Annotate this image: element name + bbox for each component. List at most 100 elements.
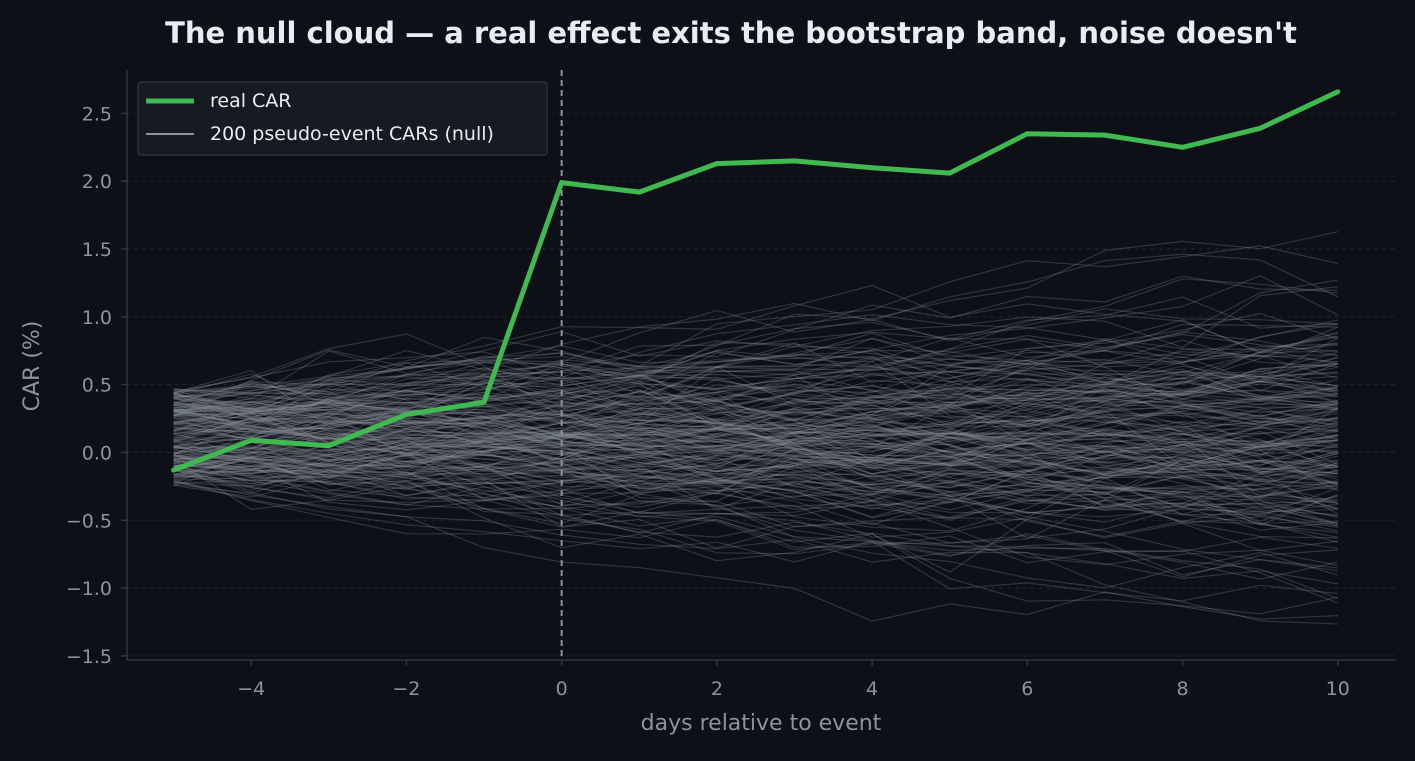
null-cad-line-89: [173, 410, 1338, 472]
null-cad-line-60: [173, 279, 1338, 399]
null-cad-line-135: [173, 319, 1338, 424]
null-cad-line-31: [173, 446, 1338, 527]
null-cad-line-121: [173, 323, 1338, 412]
null-cad-line-114: [173, 415, 1338, 467]
null-cad-line-61: [173, 428, 1338, 477]
null-cad-line-3: [173, 399, 1338, 478]
null-cad-line-129: [173, 413, 1338, 517]
null-cad-line-192: [173, 397, 1338, 473]
legend-label-null: 200 pseudo-event CARs (null): [210, 123, 494, 145]
null-cad-line-172: [173, 410, 1338, 479]
null-cad-line-18: [173, 402, 1338, 463]
null-cad-line-13: [173, 445, 1338, 539]
null-cad-line-175: [173, 438, 1338, 479]
null-cad-line-14: [173, 336, 1339, 420]
null-cad-line-54: [173, 286, 1338, 428]
null-cad-line-53: [173, 387, 1338, 460]
null-cad-line-164: [173, 358, 1338, 435]
null-cad-line-162: [173, 375, 1338, 449]
null-cad-line-146: [173, 337, 1338, 438]
null-cad-line-83: [173, 452, 1338, 578]
null-cad-line-22: [173, 451, 1339, 604]
null-cad-line-34: [173, 413, 1338, 534]
null-cad-line-99: [173, 450, 1338, 544]
x-tick-label-6: 8: [1177, 678, 1189, 700]
null-cad-line-91: [173, 351, 1338, 412]
y-tick-label-7: 2.0: [82, 171, 112, 193]
null-cad-line-86: [173, 405, 1338, 515]
null-cad-line-126: [173, 419, 1338, 480]
null-cad-line-77: [173, 335, 1338, 438]
null-cad-line-198: [173, 400, 1338, 463]
null-cad-line-120: [173, 392, 1338, 449]
axes-layer: [126, 70, 1396, 661]
null-cad-line-182: [173, 404, 1338, 471]
null-cad-line-59: [173, 439, 1338, 523]
null-cad-line-143: [173, 360, 1338, 467]
null-cad-line-117: [173, 411, 1338, 504]
null-cad-line-17: [173, 354, 1338, 471]
null-cad-line-74: [173, 380, 1338, 525]
null-cad-line-116: [173, 408, 1338, 543]
null-cad-line-128: [173, 245, 1338, 428]
null-cad-line-98: [173, 458, 1339, 600]
null-cad-line-80: [173, 466, 1338, 497]
null-cad-line-24: [173, 407, 1338, 538]
null-cad-line-20: [173, 363, 1338, 421]
y-tick-label-3: 0.0: [82, 442, 112, 464]
null-cad-line-153: [173, 442, 1338, 499]
null-cad-line-19: [173, 360, 1338, 444]
chart-title: The null cloud — a real effect exits the…: [165, 16, 1297, 50]
null-cad-line-73: [173, 432, 1339, 526]
null-cad-line-90: [173, 409, 1338, 445]
null-cad-line-102: [173, 435, 1338, 501]
null-cad-line-21: [173, 394, 1338, 453]
null-cad-line-176: [173, 406, 1338, 491]
null-cad-line-57: [173, 442, 1338, 502]
null-cad-line-8: [173, 365, 1338, 424]
x-tick-label-2: 0: [556, 678, 568, 700]
null-cad-line-5: [173, 363, 1338, 470]
y-tick-label-4: 0.5: [82, 375, 112, 397]
null-cad-line-97: [173, 366, 1338, 430]
null-cad-line-131: [173, 431, 1338, 516]
null-cad-line-108: [173, 386, 1338, 440]
null-cad-line-62: [173, 461, 1339, 499]
x-tick-label-4: 4: [866, 678, 878, 700]
null-cad-line-12: [173, 388, 1338, 459]
x-axis-label: days relative to event: [641, 711, 882, 736]
null-cad-line-169: [173, 452, 1338, 518]
null-cad-line-174: [173, 312, 1338, 406]
null-cad-line-170: [173, 360, 1338, 441]
null-cad-line-119: [173, 333, 1338, 422]
null-cad-line-39: [173, 465, 1338, 589]
null-cad-line-130: [173, 339, 1338, 428]
y-axis-label: CAR (%): [20, 321, 45, 412]
null-cad-line-152: [173, 363, 1338, 466]
null-cad-line-160: [173, 450, 1338, 522]
null-cad-line-15: [173, 441, 1339, 526]
null-cad-line-118: [173, 253, 1339, 404]
null-cad-line-156: [173, 407, 1339, 467]
null-cad-line-173: [173, 472, 1338, 534]
null-cad-line-155: [173, 469, 1338, 622]
null-cad-line-35: [173, 421, 1338, 466]
null-cad-line-23: [173, 448, 1338, 538]
grid-layer: [127, 112, 1396, 657]
null-cad-line-63: [173, 462, 1338, 514]
legend-label-real: real CAR: [210, 90, 292, 112]
y-tick-label-0: −1.5: [66, 646, 112, 668]
null-cad-line-82: [173, 392, 1338, 489]
null-cad-line-180: [173, 443, 1338, 504]
null-cad-line-199: [173, 423, 1338, 474]
null-cad-line-142: [173, 414, 1338, 488]
null-cad-line-6: [173, 401, 1338, 468]
null-cad-line-26: [173, 349, 1338, 413]
null-cad-line-25: [173, 481, 1338, 625]
null-cad-line-161: [173, 356, 1338, 430]
null-cad-line-113: [173, 456, 1338, 525]
null-cad-line-50: [173, 389, 1338, 510]
null-cad-line-144: [173, 433, 1338, 524]
null-cad-line-46: [173, 428, 1338, 486]
null-cad-line-40: [173, 376, 1338, 444]
